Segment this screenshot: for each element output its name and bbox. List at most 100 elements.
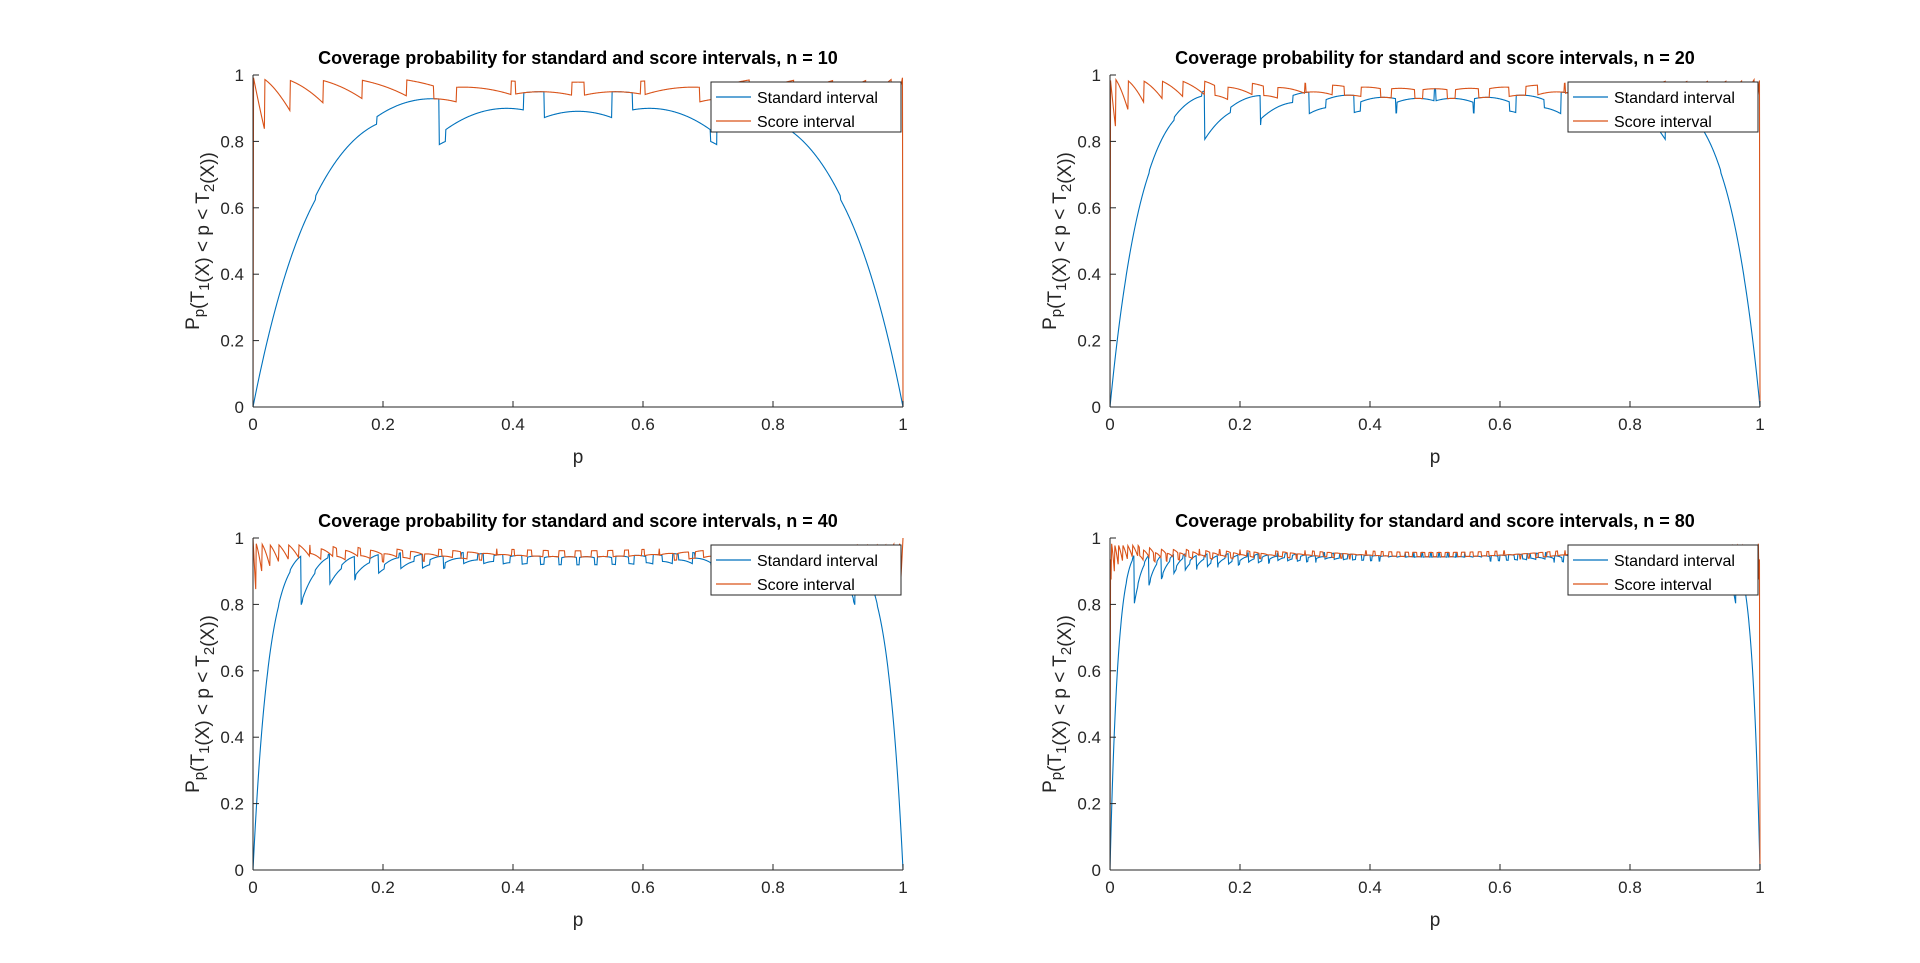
y-axis-label-part: (T	[188, 291, 209, 309]
y-tick-label: 0.6	[220, 199, 244, 218]
x-tick-label: 0.6	[631, 878, 655, 897]
x-tick-label: 0.4	[501, 878, 525, 897]
x-axis-label: p	[573, 447, 584, 468]
y-axis-label-part: (X) < p < T	[1050, 655, 1071, 746]
y-axis-label: Pp(T1(X) < p < T2(X))	[183, 152, 219, 330]
x-tick-label: 0.2	[1228, 878, 1252, 897]
y-axis-label: Pp(T1(X) < p < T2(X))	[183, 615, 219, 793]
y-axis-label-part: (X))	[1055, 152, 1076, 184]
subplot-2: 0 0.2 0.4 0.6 0.8 1 0 0.2 0.4 0.6 0.8 1 Coverage pro…	[1040, 48, 1765, 468]
y-tick-label: 0.8	[220, 132, 244, 151]
y-axis-label-part: (T	[188, 754, 209, 772]
y-axis-label-part: (X))	[198, 615, 219, 647]
x-tick-label: 1	[1755, 415, 1764, 434]
y-tick-label: 0.4	[1077, 265, 1101, 284]
y-tick-label: 0.8	[1077, 132, 1101, 151]
y-tick-label: 0.6	[220, 662, 244, 681]
y-axis-label-part: P	[1040, 780, 1061, 793]
y-tick-label: 0	[235, 398, 244, 417]
y-tick-label: 1	[1092, 529, 1101, 548]
y-axis-label-subscript: 1	[1053, 283, 1070, 291]
y-axis-label: Pp(T1(X) < p < T2(X))	[1040, 615, 1076, 793]
legend-label-score: Score interval	[1614, 114, 1712, 131]
x-tick-label: 0	[248, 878, 257, 897]
x-axis-label: p	[1430, 447, 1441, 468]
y-tick-label: 0.2	[1077, 795, 1101, 814]
x-tick-label: 0.8	[761, 415, 785, 434]
legend-box	[710, 544, 902, 596]
x-tick-label: 0.2	[371, 415, 395, 434]
chart-title: Coverage probability for standard and sc…	[318, 48, 838, 68]
legend-label-standard: Standard interval	[757, 553, 878, 570]
subplot-4: 0 0.2 0.4 0.6 0.8 1 0 0.2 0.4 0.6 0.8 1 Coverage pro…	[1040, 511, 1765, 931]
y-tick-label: 0	[1092, 861, 1101, 880]
x-tick-label: 0	[248, 415, 257, 434]
y-axis-label-subscript: 2	[1058, 647, 1075, 655]
x-tick-label: 0.4	[501, 415, 525, 434]
x-tick-label: 0.4	[1358, 878, 1382, 897]
legend-label-score: Score interval	[1614, 577, 1712, 594]
legend-label-standard: Standard interval	[1614, 553, 1735, 570]
y-axis-label-subscript: p	[191, 772, 208, 780]
y-axis-label-subscript: 1	[1053, 746, 1070, 754]
y-tick-label: 0.4	[220, 728, 244, 747]
series-line-standard	[253, 91, 904, 408]
x-tick-label: 0.8	[1618, 878, 1642, 897]
y-tick-label: 0.4	[220, 265, 244, 284]
y-tick-label: 0.4	[1077, 728, 1101, 747]
legend: Standard interval Score interval	[710, 544, 902, 596]
legend-box	[1567, 544, 1759, 596]
y-axis-label-subscript: 2	[201, 184, 218, 192]
legend-label-score: Score interval	[757, 114, 855, 131]
y-tick-label: 0.2	[1077, 332, 1101, 351]
y-axis-label-part: (X))	[1055, 615, 1076, 647]
legend-label-score: Score interval	[757, 577, 855, 594]
x-tick-label: 1	[898, 415, 907, 434]
legend-box	[1567, 81, 1759, 133]
y-axis-label-subscript: 1	[196, 746, 213, 754]
legend: Standard interval Score interval	[1567, 544, 1759, 596]
y-axis-label-subscript: 2	[1058, 184, 1075, 192]
y-axis-label-subscript: 1	[196, 283, 213, 291]
x-axis-label: p	[1430, 910, 1441, 931]
y-tick-label: 0.6	[1077, 199, 1101, 218]
chart-title: Coverage probability for standard and sc…	[1175, 511, 1695, 531]
y-axis-label-part: (T	[1045, 291, 1066, 309]
subplot-3: 0 0.2 0.4 0.6 0.8 1 0 0.2 0.4 0.6 0.8 1 Coverage pro…	[183, 511, 908, 931]
x-tick-label: 0.4	[1358, 415, 1382, 434]
y-axis-label-subscript: p	[1048, 309, 1065, 317]
x-axis-label: p	[573, 910, 584, 931]
legend-box	[710, 81, 902, 133]
y-tick-label: 1	[1092, 66, 1101, 85]
y-axis-label-part: (T	[1045, 754, 1066, 772]
legend-label-standard: Standard interval	[1614, 90, 1735, 107]
y-axis-label-part: P	[183, 780, 204, 793]
y-tick-label: 0.2	[220, 332, 244, 351]
y-axis-label-part: (X) < p < T	[1050, 192, 1071, 283]
chart-title: Coverage probability for standard and sc…	[318, 511, 838, 531]
legend: Standard interval Score interval	[710, 81, 902, 133]
x-tick-label: 0.8	[1618, 415, 1642, 434]
x-tick-label: 0.6	[631, 415, 655, 434]
y-axis-label-subscript: p	[191, 309, 208, 317]
x-tick-label: 1	[1755, 878, 1764, 897]
y-tick-label: 0	[1092, 398, 1101, 417]
y-tick-label: 1	[235, 66, 244, 85]
y-axis-label-part: P	[1040, 317, 1061, 330]
legend-label-standard: Standard interval	[757, 90, 878, 107]
subplot-1: 0 0.2 0.4 0.6 0.8 1 0 0.2 0.4 0.6 0.8 1 Coverage pro…	[183, 48, 908, 468]
y-tick-label: 0.8	[220, 595, 244, 614]
y-axis-label-part: (X) < p < T	[193, 192, 214, 283]
y-tick-label: 0.6	[1077, 662, 1101, 681]
x-tick-label: 1	[898, 878, 907, 897]
x-tick-label: 0.2	[371, 878, 395, 897]
y-tick-label: 0.8	[1077, 595, 1101, 614]
x-tick-label: 0	[1105, 415, 1114, 434]
y-axis-label-subscript: 2	[201, 647, 218, 655]
y-axis-label-subscript: p	[1048, 772, 1065, 780]
y-tick-label: 1	[235, 529, 244, 548]
x-tick-label: 0.8	[761, 878, 785, 897]
legend: Standard interval Score interval	[1567, 81, 1759, 133]
x-tick-label: 0	[1105, 878, 1114, 897]
